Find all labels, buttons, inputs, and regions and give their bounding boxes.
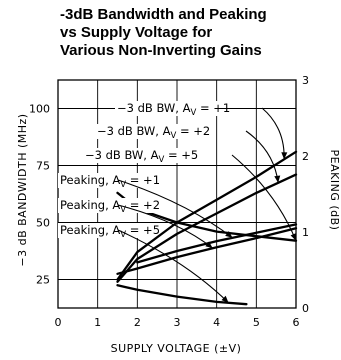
annotation-bg bbox=[58, 223, 154, 238]
annotation-arrowhead bbox=[221, 295, 229, 303]
y-axis-label: −3 dB BANDWIDTH (MHz) bbox=[16, 113, 29, 266]
annotation-leader bbox=[117, 204, 214, 249]
annotation-label: Peaking, AV = +5 bbox=[60, 223, 160, 240]
x-tick-label: 1 bbox=[94, 316, 101, 329]
annotation-bg bbox=[115, 101, 218, 116]
annotation-arrowhead bbox=[205, 241, 213, 249]
annotation-leader bbox=[117, 179, 233, 239]
series-line bbox=[116, 227, 298, 275]
y2-tick-label: 3 bbox=[302, 74, 309, 87]
annotation-leader bbox=[245, 130, 279, 183]
title-line: Various Non-Inverting Gains bbox=[60, 42, 262, 59]
series-line bbox=[136, 223, 298, 264]
plot-border bbox=[57, 79, 297, 309]
annotation-arrowhead bbox=[281, 152, 288, 160]
annotation-bg bbox=[95, 124, 198, 139]
annotation-label: −3 dB BW, AV = +1 bbox=[117, 101, 230, 118]
series-lines bbox=[116, 150, 298, 306]
annotation-bg bbox=[83, 148, 186, 163]
y2-tick-label: 0 bbox=[302, 302, 309, 315]
y-tick-label: 25 bbox=[36, 274, 50, 287]
annotation-arrowhead bbox=[225, 231, 233, 238]
annotation-leader bbox=[231, 154, 297, 241]
x-tick-label: 4 bbox=[213, 316, 220, 329]
plot-frame bbox=[57, 79, 297, 309]
x-tick-label: 0 bbox=[55, 316, 62, 329]
x-tick-label: 2 bbox=[134, 316, 141, 329]
annotation-label: Peaking, AV = +2 bbox=[60, 198, 160, 215]
title-line: vs Supply Voltage for bbox=[60, 24, 213, 41]
x-tick-label: 6 bbox=[293, 316, 300, 329]
annotation-label: −3 dB BW, AV = +5 bbox=[85, 148, 198, 165]
series-line bbox=[116, 284, 248, 306]
annotation-bg bbox=[58, 198, 154, 213]
x-axis-label: SUPPLY VOLTAGE (±V) bbox=[111, 342, 242, 355]
annotations: −3 dB BW, AV = +1 −3 dB BW, AV = +2 −3 dB … bbox=[58, 101, 297, 304]
series-line bbox=[116, 173, 298, 283]
annotation-label: −3 dB BW, AV = +2 bbox=[97, 124, 210, 141]
annotation-arrowhead bbox=[274, 175, 281, 183]
title-line: -3dB Bandwidth and Peaking bbox=[60, 6, 267, 23]
series-line bbox=[116, 150, 298, 281]
y2-tick-label: 2 bbox=[302, 150, 309, 163]
x-tick-label: 5 bbox=[253, 316, 260, 329]
x-tick-label: 3 bbox=[174, 316, 181, 329]
chart-title: -3dB Bandwidth and Peaking vs Supply Vol… bbox=[60, 6, 320, 60]
y-tick-label: 75 bbox=[36, 160, 50, 173]
y-tick-label: 100 bbox=[29, 103, 50, 116]
annotation-leader bbox=[117, 229, 229, 304]
tick-labels: 0 1 2 3 4 5 6 25 50 75 100 0 1 2 3 bbox=[29, 74, 309, 329]
annotation-label: Peaking, AV = +1 bbox=[60, 173, 160, 190]
y-tick-label: 50 bbox=[36, 217, 50, 230]
annotation-arrowhead bbox=[290, 233, 297, 241]
annotation-leader bbox=[261, 107, 285, 160]
y2-tick-label: 1 bbox=[302, 226, 309, 239]
y2-axis-label: PEAKING (dB) bbox=[328, 150, 341, 231]
